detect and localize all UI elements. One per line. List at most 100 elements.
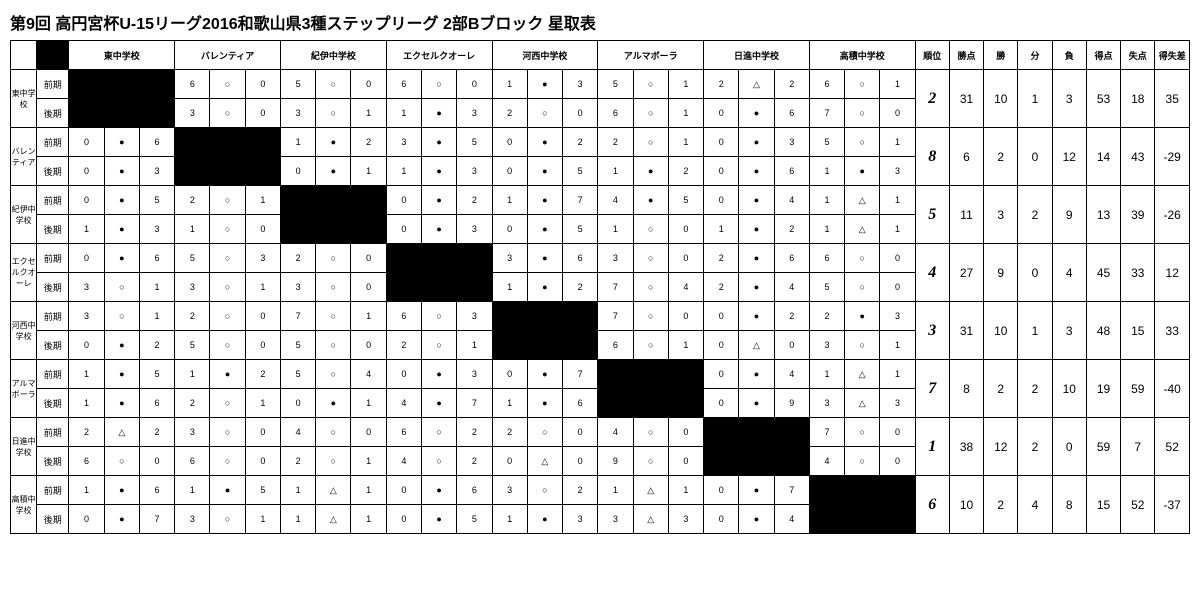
score-value: 1 bbox=[668, 70, 703, 99]
score-value: 1 bbox=[351, 302, 386, 331]
stat-header-w: 勝 bbox=[984, 41, 1018, 70]
score-value: 0 bbox=[668, 418, 703, 447]
result-symbol: ● bbox=[739, 157, 774, 186]
result-symbol: ○ bbox=[845, 128, 880, 157]
score-value: 1 bbox=[351, 505, 386, 534]
stat-ga: 7 bbox=[1121, 418, 1155, 476]
score-value: 0 bbox=[704, 128, 739, 157]
stat-header-gd: 得失差 bbox=[1155, 41, 1190, 70]
result-symbol: ○ bbox=[210, 70, 245, 99]
stat-d: 1 bbox=[1018, 70, 1052, 128]
stat-gf: 48 bbox=[1086, 302, 1120, 360]
score-value: 4 bbox=[598, 418, 633, 447]
result-symbol: ● bbox=[104, 215, 139, 244]
score-value: 6 bbox=[139, 389, 174, 418]
result-symbol: ● bbox=[739, 360, 774, 389]
score-value: 6 bbox=[809, 244, 844, 273]
stat-gd: 35 bbox=[1155, 70, 1190, 128]
result-symbol: ○ bbox=[421, 331, 456, 360]
score-value: 4 bbox=[809, 447, 844, 476]
period-label: 後期 bbox=[37, 447, 69, 476]
stat-header-ga: 失点 bbox=[1121, 41, 1155, 70]
result-symbol: △ bbox=[316, 505, 351, 534]
period-label: 前期 bbox=[37, 244, 69, 273]
score-value: 1 bbox=[598, 157, 633, 186]
result-symbol: △ bbox=[739, 331, 774, 360]
result-symbol: ○ bbox=[845, 244, 880, 273]
score-value: 4 bbox=[774, 186, 809, 215]
score-value: 1 bbox=[880, 360, 915, 389]
result-symbol: ● bbox=[845, 302, 880, 331]
score-value: 0 bbox=[880, 244, 915, 273]
row-team-name: 紀伊中学校 bbox=[11, 186, 37, 244]
result-symbol: △ bbox=[104, 418, 139, 447]
stat-l: 4 bbox=[1052, 244, 1086, 302]
score-value: 0 bbox=[351, 70, 386, 99]
result-symbol: ● bbox=[104, 389, 139, 418]
result-symbol: ● bbox=[421, 157, 456, 186]
table-row: 日進中学校前期2△23○04○06○22○04○07○0138122059752 bbox=[11, 418, 1190, 447]
score-value: 5 bbox=[563, 215, 598, 244]
score-value: 3 bbox=[809, 331, 844, 360]
result-symbol: ○ bbox=[316, 418, 351, 447]
result-symbol: ○ bbox=[633, 99, 668, 128]
stat-ga: 39 bbox=[1121, 186, 1155, 244]
col-team-2: 紀伊中学校 bbox=[280, 41, 386, 70]
score-value: 1 bbox=[280, 476, 315, 505]
result-symbol: ○ bbox=[633, 447, 668, 476]
score-value: 3 bbox=[492, 476, 527, 505]
period-label: 前期 bbox=[37, 186, 69, 215]
result-symbol: ● bbox=[421, 215, 456, 244]
col-team-1: バレンティア bbox=[175, 41, 281, 70]
score-value: 6 bbox=[139, 476, 174, 505]
result-symbol: ● bbox=[210, 360, 245, 389]
score-value: 0 bbox=[668, 244, 703, 273]
score-value: 7 bbox=[774, 476, 809, 505]
result-symbol: ○ bbox=[527, 418, 562, 447]
score-value: 0 bbox=[563, 99, 598, 128]
score-value: 5 bbox=[175, 331, 210, 360]
score-value: 7 bbox=[598, 302, 633, 331]
stat-d: 0 bbox=[1018, 244, 1052, 302]
result-symbol: ○ bbox=[421, 70, 456, 99]
score-value: 6 bbox=[386, 418, 421, 447]
score-value: 3 bbox=[139, 157, 174, 186]
stat-l: 10 bbox=[1052, 360, 1086, 418]
score-value: 2 bbox=[563, 273, 598, 302]
rank-cell: 5 bbox=[915, 186, 949, 244]
row-team-name: 東中学校 bbox=[11, 70, 37, 128]
result-symbol: ● bbox=[104, 128, 139, 157]
score-value: 0 bbox=[668, 215, 703, 244]
score-value: 3 bbox=[280, 273, 315, 302]
stat-ga: 43 bbox=[1121, 128, 1155, 186]
header-row: 東中学校 バレンティア 紀伊中学校 エクセルクオーレ 河西中学校 アルマボーラ … bbox=[11, 41, 1190, 70]
result-symbol: ● bbox=[739, 99, 774, 128]
period-label: 前期 bbox=[37, 70, 69, 99]
score-value: 3 bbox=[245, 244, 280, 273]
score-value: 0 bbox=[492, 157, 527, 186]
score-value: 0 bbox=[563, 447, 598, 476]
result-symbol: ● bbox=[527, 505, 562, 534]
period-label: 前期 bbox=[37, 302, 69, 331]
score-value: 1 bbox=[492, 186, 527, 215]
score-value: 2 bbox=[139, 418, 174, 447]
stat-ga: 33 bbox=[1121, 244, 1155, 302]
score-value: 5 bbox=[280, 360, 315, 389]
score-value: 1 bbox=[492, 70, 527, 99]
result-symbol: △ bbox=[845, 360, 880, 389]
row-team-name: バレンティア bbox=[11, 128, 37, 186]
score-value: 0 bbox=[386, 476, 421, 505]
score-value: 1 bbox=[245, 505, 280, 534]
score-value: 1 bbox=[175, 215, 210, 244]
stat-w: 2 bbox=[984, 128, 1018, 186]
score-value: 0 bbox=[69, 244, 104, 273]
stat-d: 2 bbox=[1018, 186, 1052, 244]
score-value: 3 bbox=[563, 70, 598, 99]
stat-pts: 6 bbox=[949, 128, 983, 186]
score-value: 1 bbox=[880, 331, 915, 360]
stat-pts: 31 bbox=[949, 70, 983, 128]
score-value: 5 bbox=[563, 157, 598, 186]
score-value: 0 bbox=[386, 505, 421, 534]
result-symbol: ● bbox=[527, 157, 562, 186]
score-value: 6 bbox=[774, 157, 809, 186]
